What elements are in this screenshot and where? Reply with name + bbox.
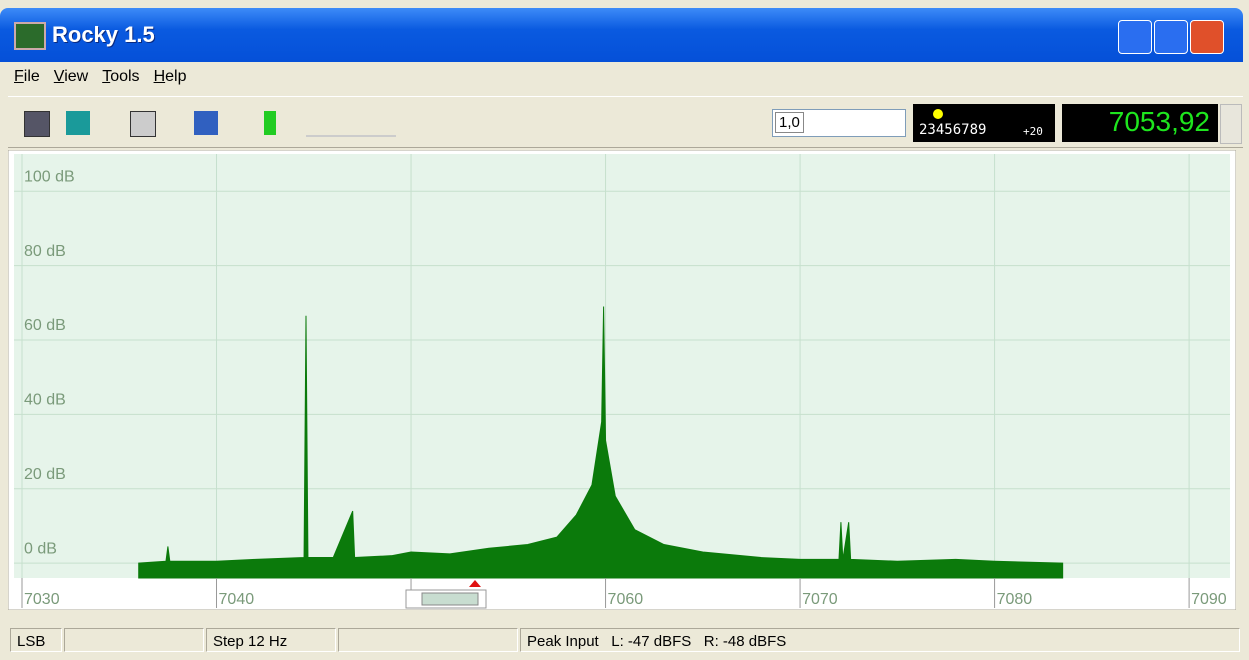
x-tick-label: 7060 [608,591,644,608]
frequency: 7053,92 [1108,106,1210,137]
status-peak: Peak Input L: -47 dBFS R: -48 dBFS [520,628,1240,652]
y-tick-label: 60 dB [24,317,66,334]
status-panel [338,628,518,652]
menu-item[interactable]: Help [153,68,187,85]
window-title: Rocky 1.5 [52,22,155,47]
tool-button[interactable] [66,111,90,135]
minimize-button[interactable] [1118,20,1152,54]
menu-item[interactable]: View [53,68,89,85]
menu-item[interactable]: Tools [102,68,140,85]
step-value: 1,0 [775,112,804,133]
scroll-thumb[interactable] [421,592,479,606]
x-tick-label: 7040 [219,591,255,608]
display-digits: 23456789 [919,122,987,138]
y-tick-label: 40 dB [24,392,66,409]
tool-button[interactable] [24,111,50,137]
spectrum [138,306,1064,579]
x-tick-label: 7090 [1191,591,1227,608]
maximize-button[interactable] [1154,20,1188,54]
toolbar: 1,0 23456789 +20 7053,92 [8,96,1243,148]
digit-display: 23456789 +20 [913,104,1055,142]
tune-marker[interactable] [469,580,481,587]
frequency-display: 7053,92 [1062,104,1218,142]
status-step: Step 12 Hz [206,628,336,652]
x-tick-label: 7070 [802,591,838,608]
frequency-dropdown[interactable] [1220,104,1242,144]
tool-button[interactable] [194,111,218,135]
app-icon [14,22,46,50]
indicator [933,109,943,119]
y-tick-label: 80 dB [24,243,66,260]
tool-button[interactable] [130,111,156,137]
step-input[interactable]: 1,0 [772,109,906,137]
spectrum-chart: 0 dB 20 dB 40 dB 60 dB 80 dB 100 dB 7030 7040 70… [8,150,1236,610]
y-tick-label: 0 dB [24,540,57,557]
slider[interactable] [306,111,396,137]
status-panel [64,628,204,652]
status-mode: LSB [10,628,62,652]
x-tick-label: 7080 [997,591,1033,608]
play-button[interactable] [264,111,288,135]
y-tick-label: 20 dB [24,466,66,483]
close-button[interactable] [1190,20,1224,54]
y-tick-label: 100 dB [24,168,75,185]
status-bar: LSB Step 12 Hz Peak Input L: -47 dBFS R:… [8,626,1243,658]
menu-bar: File View Tools Help [0,64,1243,90]
menu-item[interactable]: File [14,68,40,85]
display-level: +20 [1023,125,1043,138]
x-tick-label: 7030 [24,591,60,608]
title-bar: Rocky 1.5 [0,8,1243,62]
